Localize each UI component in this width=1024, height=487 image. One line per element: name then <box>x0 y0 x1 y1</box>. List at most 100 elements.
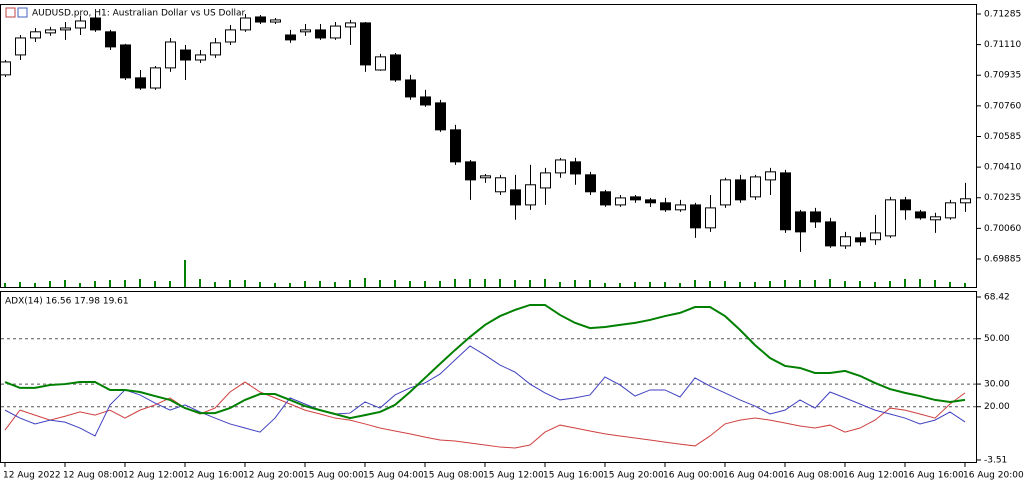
candle-body <box>870 232 881 241</box>
volume-bar <box>559 282 561 287</box>
y-tick-label: 20.00 <box>984 402 1010 412</box>
volume-bar <box>664 282 666 287</box>
candle-body <box>840 236 851 247</box>
y-tick-label: 0.70060 <box>984 224 1021 234</box>
candle-body <box>645 199 656 204</box>
main-panel <box>0 4 977 288</box>
volume-bar <box>889 281 891 287</box>
x-tick-label: 12 Aug 08:00 <box>63 471 124 481</box>
volume-bar <box>154 281 156 287</box>
y-tick-label: 50.00 <box>984 334 1010 344</box>
volume-bar <box>484 279 486 287</box>
volume-bar <box>409 281 411 287</box>
volume-bar <box>574 280 576 287</box>
candle-body <box>525 184 536 206</box>
volume-bar <box>199 279 201 287</box>
candle-body <box>720 179 731 206</box>
volume-bar <box>754 282 756 287</box>
candle-body <box>105 31 116 48</box>
volume-bar <box>469 279 471 287</box>
volume-bar <box>649 282 651 287</box>
candle-body <box>270 19 281 23</box>
chart-title: AUDUSD.pro, H1: Australian Dollar vs US … <box>32 9 245 19</box>
y-tick-label: 30.00 <box>984 380 1010 390</box>
candle-body <box>225 29 236 43</box>
volume-bar <box>64 280 66 287</box>
candle-body <box>750 176 761 198</box>
candle-body <box>945 202 956 219</box>
volume-bar <box>439 281 441 287</box>
volume-bar <box>799 280 801 287</box>
candle-body <box>555 159 566 174</box>
volume-bar <box>604 283 606 287</box>
candle-body <box>960 198 971 204</box>
candle-body <box>30 31 41 39</box>
symbol-icon <box>5 7 28 18</box>
y-tick-label: 0.70760 <box>984 101 1021 111</box>
candle-body <box>330 25 341 39</box>
volume-bar <box>19 282 21 287</box>
candle-body <box>420 96 431 106</box>
x-tick-label: 16 Aug 16:00 <box>903 471 964 481</box>
candle-body <box>450 129 461 163</box>
volume-bar <box>814 280 816 287</box>
x-tick-label: 16 Aug 08:00 <box>783 471 844 481</box>
x-tick-label: 12 Aug 12:00 <box>123 471 184 481</box>
candle-body <box>75 20 86 29</box>
y-tick-label: 0.71285 <box>984 9 1021 19</box>
volume-bar <box>379 280 381 287</box>
volume-bar <box>394 280 396 287</box>
volume-bar <box>94 281 96 287</box>
candle-body <box>585 174 596 193</box>
x-tick-label: 15 Aug 20:00 <box>603 471 664 481</box>
volume-bar <box>709 281 711 287</box>
x-tick-label: 15 Aug 16:00 <box>543 471 604 481</box>
candle-body <box>510 189 521 206</box>
x-tick-label: 16 Aug 04:00 <box>723 471 784 481</box>
candle-body <box>570 161 581 175</box>
volume-bar <box>859 281 861 287</box>
volume-bar <box>724 281 726 287</box>
x-tick-label: 16 Aug 00:00 <box>663 471 724 481</box>
x-tick-label: 15 Aug 08:00 <box>423 471 484 481</box>
candle-body <box>660 202 671 211</box>
candle-body <box>615 197 626 206</box>
y-tick-label: 0.70410 <box>984 163 1021 173</box>
y-tick-label: 0.69885 <box>984 254 1021 264</box>
volume-bar <box>589 280 591 287</box>
x-tick-label: 15 Aug 04:00 <box>363 471 424 481</box>
candle-body <box>180 49 191 61</box>
volume-bar <box>184 260 186 287</box>
y-tick-label: 68.42 <box>984 293 1010 303</box>
candle-body <box>630 196 641 201</box>
adx-panel <box>0 291 977 463</box>
candle-body <box>150 67 161 89</box>
x-tick-label: 16 Aug 12:00 <box>843 471 904 481</box>
candle-body <box>165 41 176 69</box>
candle-body <box>285 34 296 41</box>
candle-body <box>495 177 506 193</box>
candle-body <box>915 211 926 219</box>
y-tick-label: 0.71110 <box>984 40 1021 50</box>
volume-bar <box>499 279 501 287</box>
volume-bar <box>334 282 336 287</box>
volume-bar <box>739 282 741 287</box>
candle-body <box>795 211 806 233</box>
x-tick-label: 15 Aug 00:00 <box>303 471 364 481</box>
candle-body <box>900 199 911 211</box>
candle-body <box>765 171 776 181</box>
candle-body <box>0 61 11 76</box>
y-tick-label: 0.70585 <box>984 132 1021 142</box>
volume-bar <box>124 280 126 287</box>
candle-body <box>600 191 611 206</box>
volume-bar <box>49 281 51 287</box>
candle-body <box>300 29 311 33</box>
candle-body <box>930 216 941 221</box>
volume-bar <box>829 279 831 287</box>
candle-body <box>435 102 446 131</box>
volume-bar <box>109 280 111 287</box>
volume-bar <box>784 280 786 287</box>
volume-bar <box>949 282 951 287</box>
